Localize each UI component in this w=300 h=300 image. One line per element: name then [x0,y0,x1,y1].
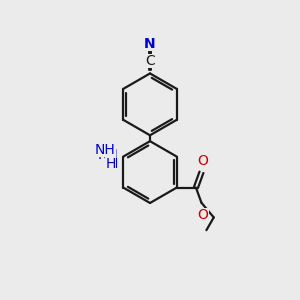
Text: H: H [108,157,118,171]
Text: N: N [144,37,156,51]
Text: O: O [197,208,208,222]
Text: H: H [106,157,116,171]
Text: NH: NH [95,142,116,157]
Text: O: O [197,154,208,168]
Text: C: C [145,54,155,68]
Text: NH: NH [97,148,118,162]
